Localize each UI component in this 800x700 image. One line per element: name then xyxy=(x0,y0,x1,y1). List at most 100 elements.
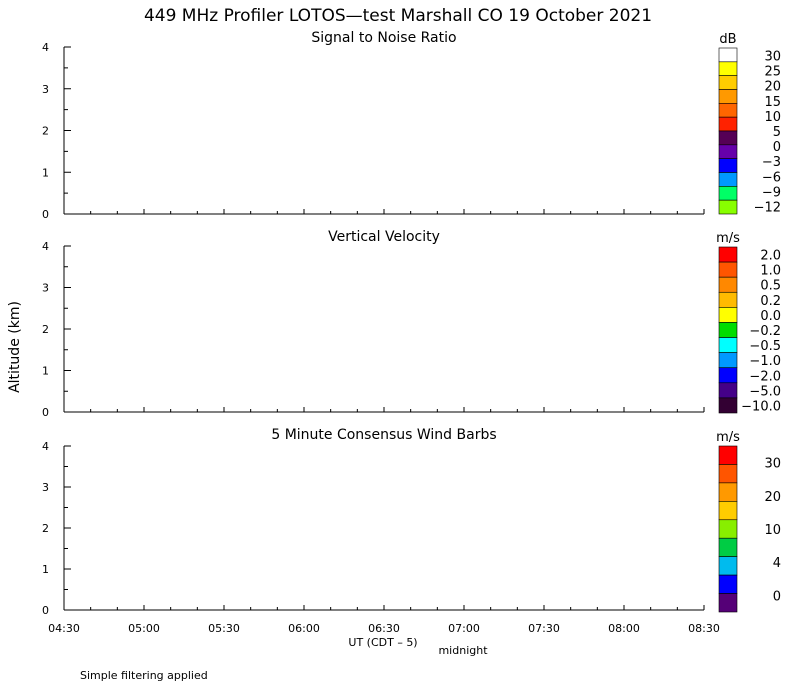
y-tick-label: 3 xyxy=(42,282,49,295)
panel-title: Signal to Noise Ratio xyxy=(311,30,456,46)
colorbar-band xyxy=(718,322,738,338)
colorbar-label: 1.0 xyxy=(760,264,781,279)
colorbar-label: 20 xyxy=(764,80,781,95)
x-tick-label: 08:30 xyxy=(688,622,720,635)
colorbar-label: 0.5 xyxy=(760,279,781,294)
panel-2: Vertical Velocity 0 1 2 3 4 m/s 2.01.00.50.20.0… xyxy=(42,229,781,419)
colorbar-label: −3 xyxy=(762,155,781,170)
panel-title: 5 Minute Consensus Wind Barbs xyxy=(271,427,496,443)
colorbar-band xyxy=(718,172,738,187)
colorbar-label: 30 xyxy=(764,457,781,472)
colorbar-label: 25 xyxy=(764,65,781,80)
x-tick-label: 07:30 xyxy=(528,622,560,635)
colorbar-band xyxy=(718,276,738,293)
colorbar-band xyxy=(718,382,738,399)
colorbar-label: 15 xyxy=(764,95,781,110)
colorbar-band xyxy=(718,47,738,63)
colorbar-band xyxy=(718,574,738,594)
colorbar-label: 30 xyxy=(764,50,781,65)
colorbar-label: 0 xyxy=(773,140,781,155)
colorbar-band xyxy=(718,158,738,173)
colorbar-band xyxy=(718,556,738,576)
colorbar-label: −2.0 xyxy=(749,369,781,384)
x-tick-label: 08:00 xyxy=(608,622,640,635)
colorbar-label: 20 xyxy=(764,490,781,505)
y-tick-label: 4 xyxy=(42,240,49,253)
colorbar-label: −5.0 xyxy=(749,384,781,399)
x-tick-label: 05:00 xyxy=(128,622,160,635)
y-tick-label: 4 xyxy=(42,41,49,54)
colorbar-unit: m/s xyxy=(716,231,740,246)
colorbar-label: −9 xyxy=(762,185,781,200)
y-tick-label: 1 xyxy=(42,166,49,179)
colorbar-label: −1.0 xyxy=(749,354,781,369)
figure-ylabel: Altitude (km) xyxy=(7,301,23,393)
x-tick-label: 06:30 xyxy=(368,622,400,635)
colorbar-unit: dB xyxy=(719,32,736,47)
colorbar-label: −0.5 xyxy=(749,339,781,354)
footnote: Simple filtering applied xyxy=(80,669,208,682)
colorbar-band xyxy=(718,186,738,201)
colorbar-band xyxy=(718,89,738,104)
y-tick-label: 2 xyxy=(42,125,49,138)
colorbar-band xyxy=(718,397,738,414)
colorbar-band xyxy=(718,261,738,278)
panels: Signal to Noise Ratio01234dB302520151050… xyxy=(42,30,781,635)
colorbar-band xyxy=(718,337,738,353)
x-tick-label: 07:00 xyxy=(448,622,480,635)
colorbar-label: 2.0 xyxy=(760,249,781,264)
colorbar-label: −10.0 xyxy=(741,399,781,414)
colorbar-band xyxy=(718,75,738,90)
y-tick-label: 3 xyxy=(42,83,49,96)
colorbar-label: 0 xyxy=(773,589,781,604)
colorbar-band xyxy=(718,445,738,465)
y-tick-label: 0 xyxy=(42,604,49,617)
colorbar-band xyxy=(718,130,738,146)
colorbar-label: 5 xyxy=(773,125,781,140)
colorbar-band xyxy=(718,537,738,557)
x-tick-label: 04:30 xyxy=(48,622,80,635)
y-tick-label: 1 xyxy=(42,365,49,378)
colorbar: m/s 30 20 10 4 0 xyxy=(716,430,781,613)
midnight-label: midnight xyxy=(438,644,488,657)
colorbar-band xyxy=(718,144,738,159)
colorbar-label: 0.0 xyxy=(760,309,781,324)
colorbar-label: −12 xyxy=(754,200,781,215)
panel-1: Signal to Noise Ratio01234dB302520151050… xyxy=(42,30,781,221)
y-tick-label: 0 xyxy=(42,208,49,221)
figure-title: 449 MHz Profiler LOTOS—test Marshall CO … xyxy=(144,6,652,26)
colorbar-band xyxy=(718,199,738,215)
panel-title: Vertical Velocity xyxy=(328,229,440,245)
colorbar-band xyxy=(718,307,738,323)
colorbar-band xyxy=(718,61,738,76)
colorbar-band xyxy=(718,482,738,502)
colorbar-label: 4 xyxy=(773,556,781,571)
colorbar-band xyxy=(718,103,738,118)
colorbar-label: 0.2 xyxy=(760,294,781,309)
colorbar-band xyxy=(718,291,738,308)
colorbar-band xyxy=(718,367,738,384)
colorbar-band xyxy=(718,519,738,539)
colorbar-band xyxy=(718,116,738,132)
y-tick-label: 1 xyxy=(42,563,49,576)
colorbar-band xyxy=(718,593,738,613)
figure-xlabel: UT (CDT – 5) xyxy=(348,636,417,649)
y-tick-label: 0 xyxy=(42,406,49,419)
y-tick-label: 3 xyxy=(42,481,49,494)
colorbar-band xyxy=(718,246,738,263)
colorbar-band xyxy=(718,464,738,484)
panel-3: 5 Minute Consensus Wind Barbs 0 1 2 3 4 m/s 30 2… xyxy=(42,427,781,617)
colorbar-label: 10 xyxy=(764,110,781,125)
colorbar-unit: m/s xyxy=(716,430,740,445)
colorbar: m/s 2.01.00.50.20.0−0.2−0.5−1.0−2.0−5.0−1… xyxy=(716,231,781,414)
colorbar-band xyxy=(718,501,738,521)
y-tick-label: 4 xyxy=(42,440,49,453)
y-tick-label: 2 xyxy=(42,522,49,535)
y-tick-label: 2 xyxy=(42,323,49,336)
colorbar-band xyxy=(718,352,738,369)
x-tick-label: 06:00 xyxy=(288,622,320,635)
colorbar-label: 10 xyxy=(764,523,781,538)
colorbar-label: −6 xyxy=(762,170,781,185)
